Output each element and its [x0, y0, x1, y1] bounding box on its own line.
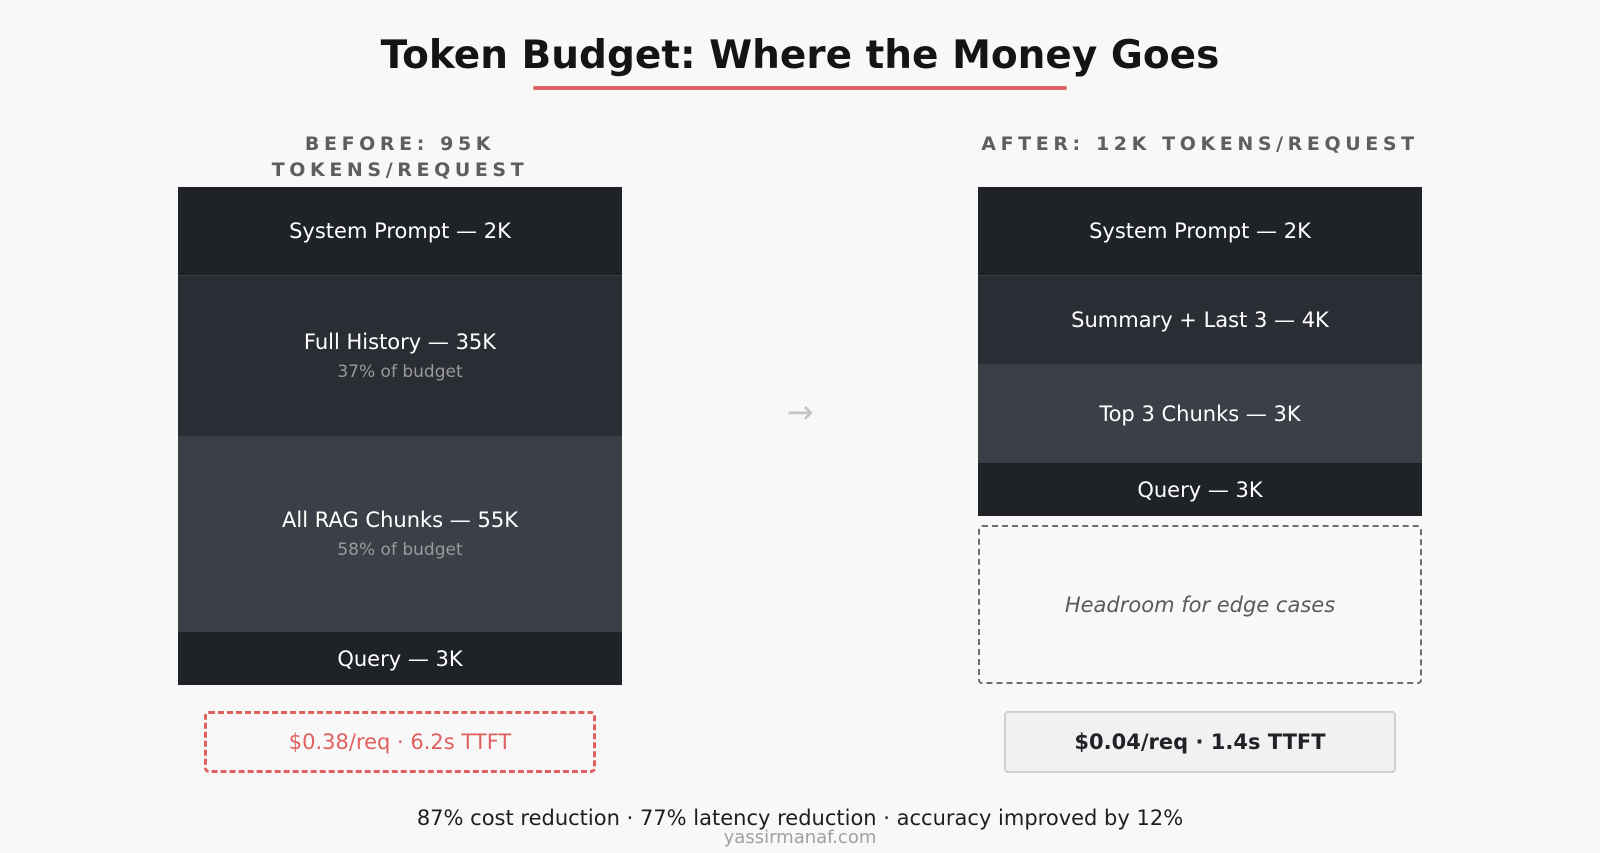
segment-label: Full History — 35K: [303, 330, 497, 354]
before-segment-full-history: Full History — 35K 37% of budget: [178, 276, 622, 437]
after-heading: AFTER: 12K TOKENS/REQUEST: [981, 133, 1419, 155]
title-underline: [533, 86, 1067, 90]
after-stack: System Prompt — 2K Summary + Last 3 — 4K…: [978, 187, 1422, 516]
before-stack: System Prompt — 2K Full History — 35K 37…: [178, 187, 622, 685]
summary-text: 87% cost reduction · 77% latency reducti…: [416, 806, 1184, 830]
before-segment-query: Query — 3K: [178, 632, 622, 685]
segment-label: Top 3 Chunks — 3K: [1099, 401, 1301, 426]
after-segment-top-chunks: Top 3 Chunks — 3K: [978, 365, 1422, 463]
after-segment-query: Query — 3K: [978, 463, 1422, 516]
before-segment-system-prompt: System Prompt — 2K: [178, 187, 622, 276]
after-segment-summary: Summary + Last 3 — 4K: [978, 276, 1422, 365]
page-title: Token Budget: Where the Money Goes: [380, 33, 1220, 78]
segment-label: Query — 3K: [337, 646, 463, 671]
segment-label: System Prompt — 2K: [289, 219, 511, 243]
credit-text: yassirmanaf.com: [723, 827, 877, 848]
segment-label: System Prompt — 2K: [1089, 219, 1311, 243]
segment-label: All RAG Chunks — 55K: [282, 508, 518, 532]
headroom-box: Headroom for edge cases: [978, 525, 1422, 684]
after-segment-system-prompt: System Prompt — 2K: [978, 187, 1422, 276]
segment-label: Summary + Last 3 — 4K: [1071, 308, 1329, 332]
segment-label: Query — 3K: [1137, 477, 1263, 502]
segment-share: 58% of budget: [337, 540, 463, 560]
before-segment-rag-chunks: All RAG Chunks — 55K 58% of budget: [178, 437, 622, 632]
arrow-right-icon: →: [786, 393, 814, 431]
before-heading: BEFORE: 95K TOKENS/REQUEST: [271, 133, 529, 181]
after-cost-badge: $0.04/req · 1.4s TTFT: [1004, 711, 1396, 773]
before-cost-badge: $0.38/req · 6.2s TTFT: [204, 711, 596, 773]
segment-share: 37% of budget: [337, 362, 463, 382]
